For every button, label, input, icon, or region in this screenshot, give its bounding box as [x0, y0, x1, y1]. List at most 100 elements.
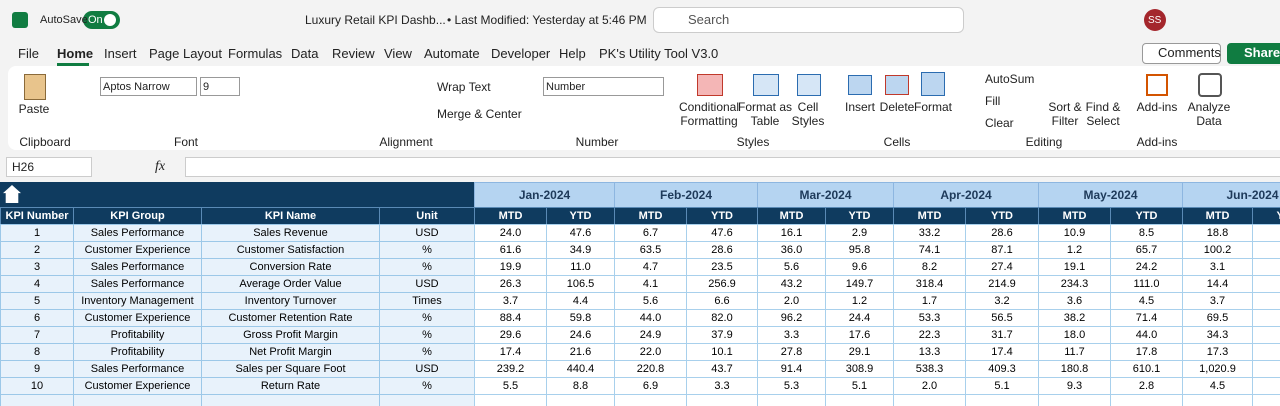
value-cell: 5.6	[757, 258, 826, 276]
insert-button[interactable]: Insert	[844, 100, 875, 114]
value-cell: 65.7	[1110, 241, 1183, 259]
format-button[interactable]: Format	[913, 100, 952, 114]
kpi-cell: Sales per Square Foot	[201, 360, 380, 378]
value-cell: 36.0	[757, 241, 826, 259]
value-cell: 538.3	[893, 360, 966, 378]
value-cell: 91.4	[757, 360, 826, 378]
analyze-data[interactable]: Analyze Data	[1187, 100, 1231, 128]
autosave-label: AutoSave	[40, 14, 88, 26]
menu-tab[interactable]: Data	[291, 46, 319, 61]
value-cell: 111.0	[1110, 275, 1183, 293]
format-as-table[interactable]: Format as Table	[737, 100, 792, 128]
measure-header: YTD	[825, 207, 894, 225]
empty-cell	[1252, 309, 1280, 327]
name-box-text[interactable]: H26	[12, 160, 35, 174]
number-format[interactable]: Number	[546, 81, 586, 93]
kpi-cell: Return Rate	[201, 377, 380, 395]
value-cell: 5.1	[825, 377, 894, 395]
value-cell: 88.4	[474, 309, 547, 327]
value-cell: 409.3	[965, 360, 1039, 378]
empty-cell	[893, 394, 966, 406]
value-cell: 43.2	[757, 275, 826, 293]
font-size[interactable]: 9	[203, 81, 210, 93]
font-name[interactable]: Aptos Narrow	[103, 81, 170, 93]
menu-tab[interactable]: Formulas	[228, 46, 283, 61]
value-cell: 10.9	[1038, 224, 1111, 242]
search-box[interactable]	[653, 7, 964, 33]
month-header: Feb-2024	[614, 182, 758, 208]
autosum[interactable]: AutoSum	[985, 72, 1035, 86]
value-cell: 24.0	[474, 224, 547, 242]
name-box[interactable]	[6, 157, 92, 177]
value-cell: 33.2	[893, 224, 966, 242]
share-label[interactable]: Share	[1244, 45, 1280, 60]
value-cell: 22.0	[614, 343, 687, 361]
menu-tab[interactable]: File	[18, 46, 39, 61]
value-cell: 18.8	[1182, 224, 1253, 242]
kpi-cell: 9	[0, 360, 74, 378]
last-modified: • Last Modified: Yesterday at 5:46 PM	[447, 13, 647, 27]
value-cell: 53.3	[893, 309, 966, 327]
home-icon[interactable]	[3, 185, 21, 203]
value-cell: 27.4	[965, 258, 1039, 276]
merge-center[interactable]: Merge & Center	[437, 107, 522, 121]
value-cell: 6.7	[614, 224, 687, 242]
empty-cell	[1252, 326, 1280, 344]
kpi-cell: Sales Performance	[73, 258, 202, 276]
kpi-cell: Times	[379, 292, 475, 310]
search-placeholder[interactable]: Search	[688, 12, 730, 27]
empty-cell	[1252, 258, 1280, 276]
value-cell: 44.0	[1110, 326, 1183, 344]
menu-tab[interactable]: View	[384, 46, 412, 61]
value-cell: 17.3	[1182, 343, 1253, 361]
menu-tab[interactable]: Help	[559, 46, 586, 61]
addins-button[interactable]: Add-ins	[1136, 100, 1178, 114]
column-header: KPI Group	[73, 207, 202, 225]
menu-tab[interactable]: Developer	[491, 46, 551, 61]
menu-tab[interactable]: Page Layout	[149, 46, 223, 61]
column-header: KPI Number	[0, 207, 74, 225]
value-cell: 5.5	[474, 377, 547, 395]
fill[interactable]: Fill	[985, 94, 1001, 108]
clear[interactable]: Clear	[985, 116, 1014, 130]
kpi-cell: USD	[379, 360, 475, 378]
cell-styles[interactable]: Cell Styles	[791, 100, 825, 128]
wrap-text[interactable]: Wrap Text	[437, 80, 491, 94]
value-cell: 8.8	[546, 377, 615, 395]
font-name-box[interactable]	[100, 77, 197, 96]
home-header-block	[0, 182, 474, 207]
avatar[interactable]	[1144, 9, 1166, 31]
value-cell: 69.5	[1182, 309, 1253, 327]
value-cell: 100.2	[1182, 241, 1253, 259]
value-cell: 47.6	[686, 224, 758, 242]
value-cell: 95.8	[825, 241, 894, 259]
empty-cell	[1182, 394, 1253, 406]
measure-header: YTD	[546, 207, 615, 225]
month-header: May-2024	[1038, 182, 1183, 208]
delete-button[interactable]: Delete	[879, 100, 915, 114]
font-size-box[interactable]	[200, 77, 240, 96]
menu-tab[interactable]: Home	[57, 46, 94, 61]
paste-button[interactable]: Paste	[18, 102, 50, 116]
value-cell: 11.0	[546, 258, 615, 276]
formula-input[interactable]	[185, 157, 1280, 177]
kpi-cell: Customer Retention Rate	[201, 309, 380, 327]
empty-cell	[614, 394, 687, 406]
value-cell: 1,020.9	[1182, 360, 1253, 378]
group-label: Clipboard	[19, 135, 71, 149]
menu-tab[interactable]: Automate	[424, 46, 480, 61]
comments-button[interactable]	[1142, 43, 1221, 64]
comments-label[interactable]: Comments	[1158, 45, 1221, 60]
menu-tab[interactable]: Review	[332, 46, 375, 61]
menu-tab[interactable]: Insert	[104, 46, 137, 61]
find-select[interactable]: Find & Select	[1085, 100, 1121, 128]
number-format-box[interactable]	[543, 77, 664, 96]
menu-tab[interactable]: PK's Utility Tool V3.0	[599, 46, 719, 61]
share-button[interactable]	[1227, 43, 1280, 64]
conditional-formatting[interactable]: Conditional Formatting	[678, 100, 740, 128]
value-cell: 13.3	[893, 343, 966, 361]
value-cell: 16.1	[757, 224, 826, 242]
measure-header: YTD	[686, 207, 758, 225]
sort-filter[interactable]: Sort & Filter	[1048, 100, 1082, 128]
spreadsheet: Jan-2024 Feb-2024 Mar-2024 Apr-2024 May-2024…	[0, 182, 1280, 406]
